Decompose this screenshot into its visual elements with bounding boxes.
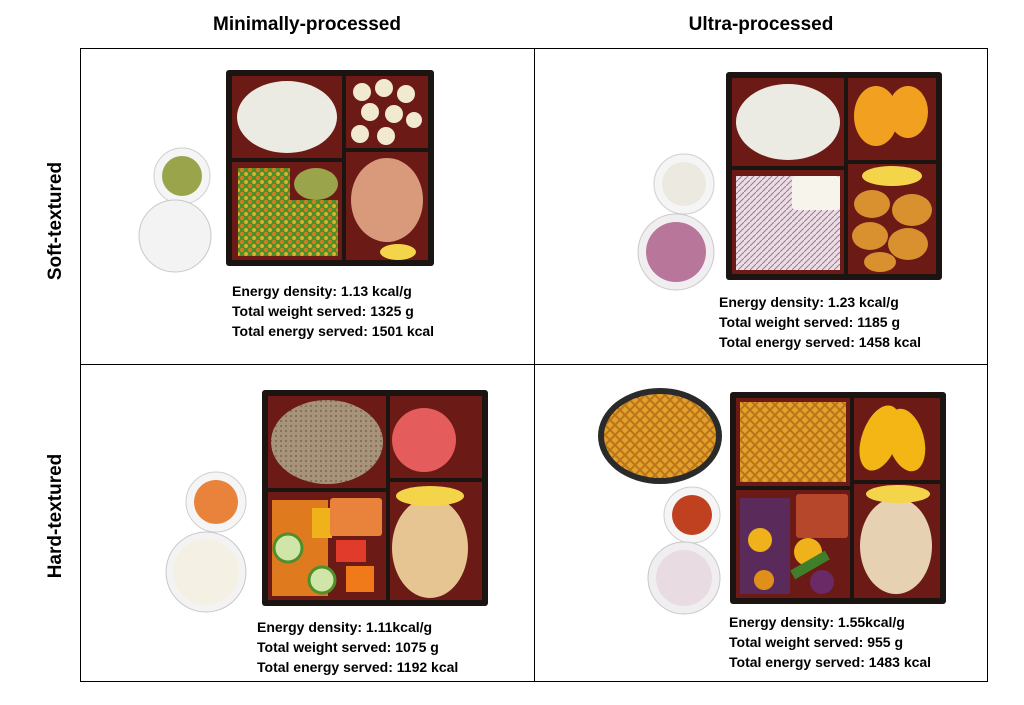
brown-rice <box>271 400 383 484</box>
dressing-cup <box>792 176 840 210</box>
total-weight: Total weight served: 955 g <box>729 634 904 650</box>
guacamole-cup <box>294 168 338 200</box>
lemon-wedge <box>866 485 930 503</box>
grilled-chicken <box>860 498 932 594</box>
total-weight: Total weight served: 1075 g <box>257 639 439 655</box>
meal-soft-minimal <box>138 70 434 273</box>
column-header-ultra-processed: Ultra-processed <box>688 14 834 35</box>
lemon-wedge <box>380 244 416 260</box>
salsa-cup <box>330 498 382 536</box>
dried-mango <box>859 405 926 472</box>
chicken-nuggets <box>852 190 932 272</box>
lemon-wedge <box>396 486 464 506</box>
sauce-cup <box>796 494 848 538</box>
raw-vegetables <box>272 500 374 596</box>
total-energy: Total energy served: 1501 kcal <box>232 323 435 339</box>
energy-density: Energy density: 1.55kcal/g <box>729 614 905 630</box>
mashed-cauliflower <box>237 81 337 153</box>
column-header-minimally-processed: Minimally-processed <box>213 14 401 35</box>
total-weight: Total weight served: 1325 g <box>232 303 414 319</box>
meal-hard-minimal <box>165 390 488 613</box>
meal-soft-ultra <box>637 72 942 291</box>
side-salsa <box>194 480 238 524</box>
stats-soft-minimal: Energy density: 1.13 kcal/g Total weight… <box>232 281 434 341</box>
side-dip-guacamole <box>162 156 202 196</box>
energy-density: Energy density: 1.23 kcal/g <box>719 294 899 310</box>
side-berry-yogurt <box>646 222 706 282</box>
total-weight: Total weight served: 1185 g <box>719 314 901 330</box>
side-salsa <box>672 495 712 535</box>
banana-slices <box>351 79 422 145</box>
apple <box>392 408 456 472</box>
lemon-wedge <box>862 166 922 186</box>
side-yogurt <box>138 199 212 273</box>
canned-peach <box>854 86 898 146</box>
stats-hard-ultra: Energy density: 1.55kcal/g Total weight … <box>729 612 931 672</box>
salmon-pieces <box>351 158 423 242</box>
stats-hard-minimal: Energy density: 1.11kcal/g Total weight … <box>257 617 458 677</box>
side-bowl-waffle-fries <box>604 394 716 478</box>
roast-chicken <box>392 498 468 598</box>
total-energy: Total energy served: 1458 kcal <box>719 334 922 350</box>
total-energy: Total energy served: 1483 kcal <box>729 654 932 670</box>
meal-hard-ultra <box>598 388 946 615</box>
roasted-vegetables <box>740 498 834 594</box>
peas-and-carrots <box>238 168 290 256</box>
waffle-fries <box>740 402 846 482</box>
instant-mashed-potato <box>736 84 840 160</box>
grid-horizontal-divider <box>80 364 988 365</box>
side-yogurt <box>173 539 239 605</box>
total-energy: Total energy served: 1192 kcal <box>257 659 459 675</box>
energy-density: Energy density: 1.11kcal/g <box>257 619 433 635</box>
energy-density: Energy density: 1.13 kcal/g <box>232 283 412 299</box>
stats-soft-ultra: Energy density: 1.23 kcal/g Total weight… <box>719 292 921 352</box>
grid-vertical-divider <box>534 48 535 682</box>
side-yogurt <box>656 550 712 606</box>
side-ranch-dip <box>662 162 706 206</box>
